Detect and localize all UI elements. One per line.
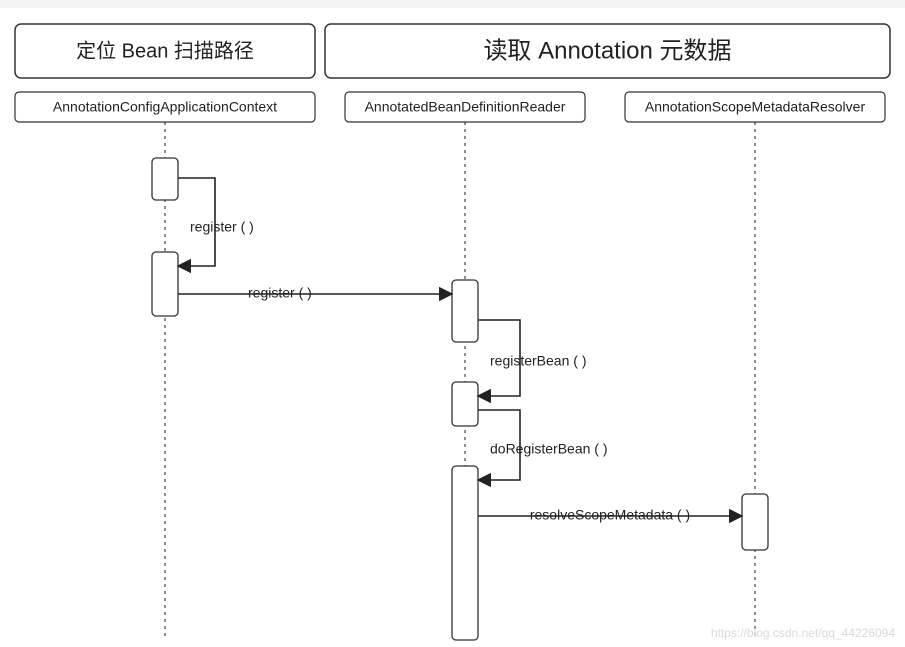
participant-label: AnnotationConfigApplicationContext (53, 99, 277, 115)
section-title-text: 读取 Annotation 元数据 (483, 37, 731, 64)
message-label: resolveScopeMetadata ( ) (530, 507, 690, 523)
window-top-strip (0, 0, 905, 8)
activation-bar (152, 252, 178, 316)
participant-label: AnnotationScopeMetadataResolver (645, 99, 866, 115)
message-label: registerBean ( ) (490, 353, 586, 369)
activation-bar (742, 494, 768, 550)
activation-bar (452, 466, 478, 640)
section-title-text: 定位 Bean 扫描路径 (76, 39, 254, 62)
activation-bar (152, 158, 178, 200)
message-label: register ( ) (248, 285, 312, 301)
watermark-text: https://blog.csdn.net/qq_44226094 (711, 626, 895, 640)
message-label: register ( ) (190, 219, 254, 235)
activation-bar (452, 382, 478, 426)
participant-label: AnnotatedBeanDefinitionReader (365, 99, 566, 115)
message-label: doRegisterBean ( ) (490, 441, 608, 457)
activation-bar (452, 280, 478, 342)
